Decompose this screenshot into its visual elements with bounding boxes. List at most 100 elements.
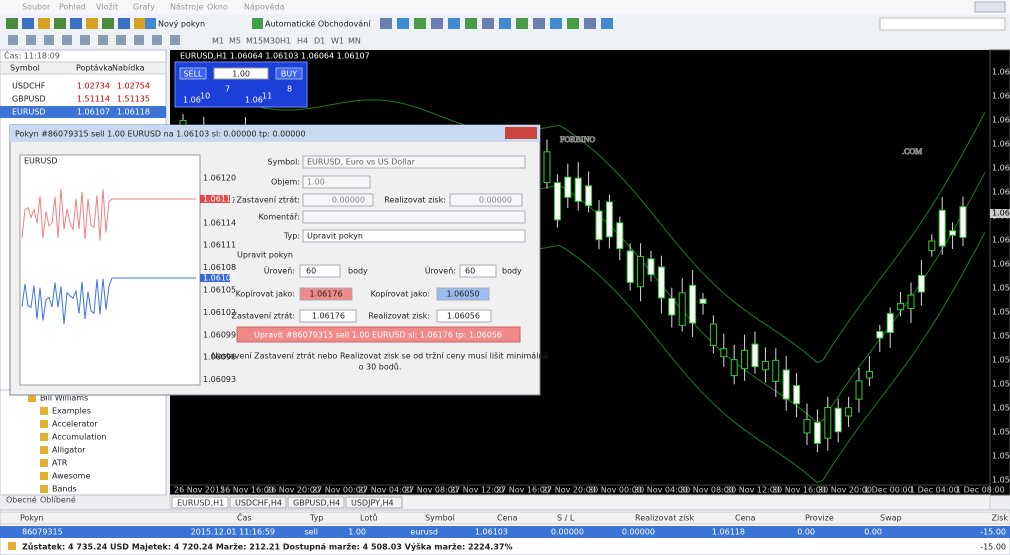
price-label: 1.0620 [992,164,1010,173]
copy-sl-value[interactable]: 1.06176 [309,290,342,299]
timeframe-button[interactable]: D1 [314,37,325,46]
new-sl-value: 1.06176 [312,312,345,321]
volume-value: 1.00 [307,178,325,187]
menu-item[interactable]: Vložit [96,3,118,12]
toolbar-icon[interactable] [26,35,36,45]
toolbar-icon[interactable] [601,18,613,29]
menu-item[interactable]: Nápověda [244,3,285,12]
toolbar-icon[interactable] [80,35,90,45]
field-label: Kopírovat jako: [236,290,295,299]
timeframe-button[interactable]: M15 [246,37,263,46]
toolbar-icon[interactable] [584,18,596,29]
toolbar-icon[interactable] [98,35,108,45]
menu-item[interactable]: Grafy [133,3,155,12]
toolbar-icon[interactable] [431,18,443,29]
terminal-column: Typ [309,514,323,523]
panel-tab[interactable]: Obecné [6,495,37,505]
auto-trading-button[interactable]: Automatické Obchodování [265,19,371,29]
field-label: Kopírovat jako: [371,290,430,299]
timeframe-button[interactable]: H1 [280,37,291,46]
toolbar-icon[interactable] [448,18,460,29]
copy-tp-value[interactable]: 1.06050 [446,290,479,299]
toolbar-icon[interactable] [44,35,54,45]
toolbar-icon[interactable] [567,18,579,29]
menu-item[interactable]: Nástroje [170,3,203,12]
mini-chart-symbol: EURUSD [24,157,58,166]
panel-tab[interactable]: Oblíbené [40,495,76,505]
symbol[interactable]: GBPUSD [12,95,46,104]
timeframe-button[interactable]: M5 [229,37,241,46]
symbol[interactable]: EURUSD [12,108,46,117]
toolbar-icon[interactable] [134,35,144,45]
menu-item[interactable]: Soubor [22,3,51,12]
toolbar-icon[interactable] [22,18,34,29]
toolbar-icon[interactable] [8,35,18,45]
toolbar-icon[interactable] [70,18,82,29]
symbol[interactable]: USDCHF [12,82,46,91]
toolbar-icon[interactable] [170,35,180,45]
candle-body [950,231,956,235]
navigator-item[interactable]: Accelerator [52,420,98,429]
toolbar-icon[interactable] [118,18,130,29]
price-label: 1.0625 [992,140,1010,149]
toolbar-icon[interactable] [465,18,477,29]
navigator-item[interactable]: Examples [52,407,91,416]
timeframe-button[interactable]: M1 [212,37,224,46]
toolbar-icon[interactable] [550,18,562,29]
menu-item[interactable]: Pohled [59,3,86,12]
buy-label[interactable]: BUY [281,70,297,79]
toolbar-icon[interactable] [54,18,66,29]
toolbar-icon[interactable] [414,18,426,29]
navigator-item[interactable]: Awesome [52,472,90,481]
search-box[interactable] [880,18,1005,30]
price-label: 1.0555 [992,476,1010,485]
navigator-item[interactable]: Accumulation [52,433,107,442]
menu-item[interactable]: Okno [207,3,228,12]
mini-price-label: 1.06120 [203,174,236,183]
toolbar-icon[interactable] [397,18,409,29]
column-title: Symbol [10,64,40,73]
sell-label[interactable]: SELL [183,70,203,79]
close-button[interactable] [505,127,537,139]
mini-chart [20,155,200,385]
ask: 1.06118 [117,108,150,117]
chart-tab-label[interactable]: USDCHF,H4 [235,499,282,508]
chart-tab-label[interactable]: EURUSD,H1 [177,499,224,508]
chart-tab-label[interactable]: USDJPY,H4 [351,499,394,508]
toolbar-icon[interactable] [102,18,114,29]
toolbar-icon[interactable] [482,18,494,29]
toolbar-icon[interactable] [380,18,392,29]
candle-body [804,419,810,433]
app-window: Soubor Pohled Vložit Grafy Nástroje Okno Nápov… [0,0,1010,555]
price-label: 1.0580 [992,356,1010,365]
field-label: Úroveň: [425,265,456,276]
new-order-icon[interactable] [145,18,156,29]
modify-label[interactable]: Upravit #86079315 sell 1.00 EURUSD sl: 1… [254,331,502,340]
comment-input[interactable] [303,211,525,223]
toolbar-icon[interactable] [134,18,146,29]
timeframe-button[interactable]: M30 [263,37,280,46]
timeframe-button[interactable]: W1 [331,37,344,46]
toolbar-icon[interactable] [533,18,545,29]
toolbar-icon[interactable] [62,35,72,45]
toolbar-icon[interactable] [516,18,528,29]
candle-body [814,422,820,443]
navigator-item[interactable]: Bands [52,485,77,494]
toolbar-icon[interactable] [6,18,18,29]
chart-tab-label[interactable]: GBPUSD,H4 [293,499,340,508]
timeframe-button[interactable]: MN [348,37,361,46]
toolbar-icon[interactable] [116,35,126,45]
toolbar-icon[interactable] [38,18,50,29]
candle-body [586,186,592,206]
field-label: Zastavení ztrát: [232,312,295,321]
toolbar-icon[interactable] [499,18,511,29]
navigator-item[interactable]: ATR [52,459,68,468]
toolbar-icon[interactable] [152,35,162,45]
candle-body [856,381,862,399]
new-order-button[interactable]: Nový pokyn [158,20,205,29]
navigator-item[interactable]: Alligator [52,446,86,455]
timeframe-button[interactable]: H4 [297,37,308,46]
bid-label: 1.06107 [203,274,236,283]
toolbar-icon[interactable] [86,18,98,29]
auto-trading-icon[interactable] [252,18,263,29]
